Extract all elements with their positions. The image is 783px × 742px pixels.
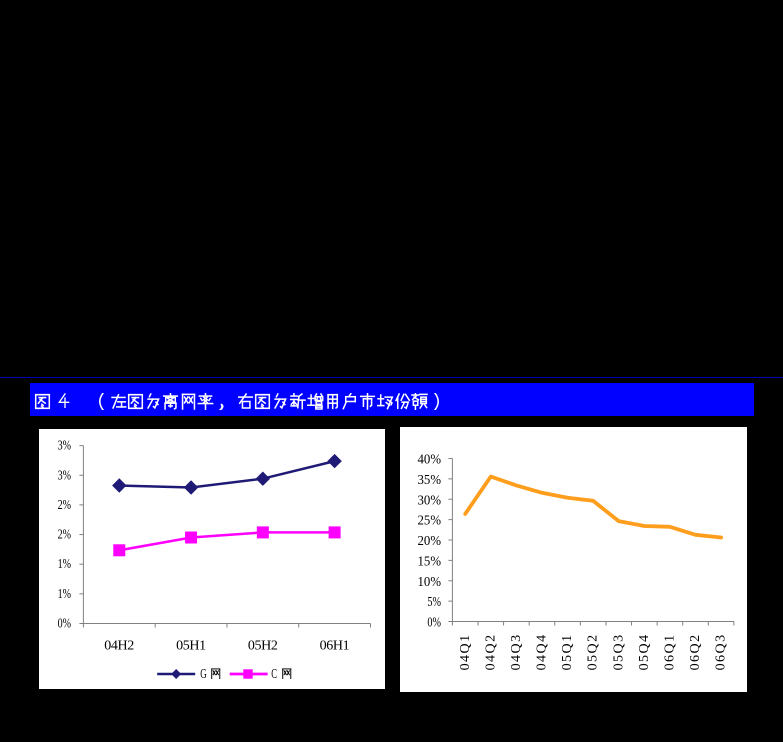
svg-text:10%: 10% bbox=[418, 575, 442, 590]
svg-text:3%: 3% bbox=[58, 468, 72, 483]
svg-text:06H1: 06H1 bbox=[320, 639, 350, 654]
svg-text:G: G bbox=[200, 667, 206, 682]
svg-text:2%: 2% bbox=[58, 498, 72, 513]
svg-text:0%: 0% bbox=[427, 616, 441, 631]
svg-text:06Q1: 06Q1 bbox=[663, 635, 678, 671]
svg-text:C: C bbox=[271, 667, 277, 682]
svg-text:04Q3: 04Q3 bbox=[509, 635, 524, 671]
svg-text:5%: 5% bbox=[427, 595, 441, 610]
svg-text:05H1: 05H1 bbox=[176, 639, 206, 654]
svg-text:04Q1: 04Q1 bbox=[458, 635, 473, 671]
svg-text:35%: 35% bbox=[418, 473, 442, 488]
svg-text:06Q2: 06Q2 bbox=[688, 635, 703, 671]
svg-text:40%: 40% bbox=[418, 453, 442, 468]
svg-text:04Q2: 04Q2 bbox=[483, 635, 498, 671]
svg-text:04H2: 04H2 bbox=[104, 639, 134, 654]
svg-text:05Q3: 05Q3 bbox=[611, 635, 626, 671]
svg-text:20%: 20% bbox=[418, 534, 442, 549]
svg-text:05Q1: 05Q1 bbox=[560, 635, 575, 671]
svg-text:05Q2: 05Q2 bbox=[586, 635, 601, 671]
svg-text:1%: 1% bbox=[58, 557, 72, 572]
svg-text:2%: 2% bbox=[58, 528, 72, 543]
svg-text:1%: 1% bbox=[58, 587, 72, 602]
svg-text:05Q4: 05Q4 bbox=[637, 635, 652, 671]
svg-text:04Q4: 04Q4 bbox=[535, 635, 550, 671]
svg-text:06Q3: 06Q3 bbox=[714, 635, 729, 671]
svg-text:15%: 15% bbox=[418, 554, 442, 569]
svg-text:05H2: 05H2 bbox=[248, 639, 278, 654]
svg-text:30%: 30% bbox=[418, 493, 442, 508]
svg-text:0%: 0% bbox=[58, 617, 72, 632]
svg-text:3%: 3% bbox=[58, 439, 72, 454]
svg-text:25%: 25% bbox=[418, 514, 442, 529]
